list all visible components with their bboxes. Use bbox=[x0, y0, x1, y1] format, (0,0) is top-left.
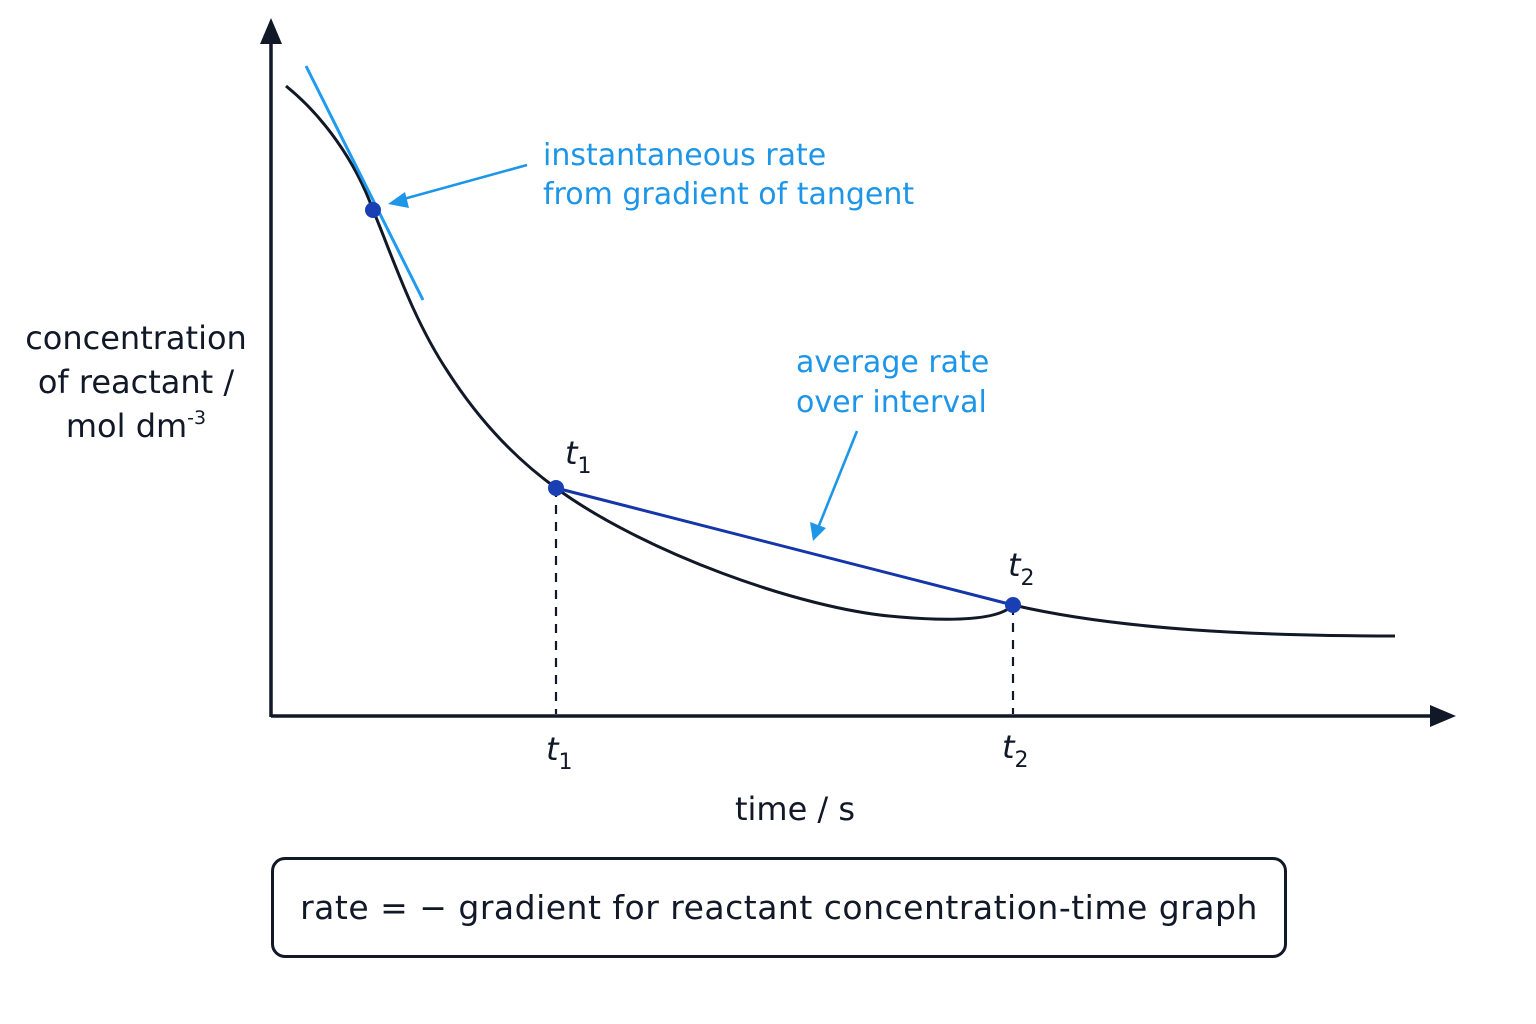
y-axis-label-line3: mol dm-3 bbox=[14, 404, 258, 448]
y-axis-label-line1: concentration bbox=[25, 319, 247, 357]
formula-box: rate = − gradient for reactant concentra… bbox=[271, 857, 1287, 958]
y-axis-unit-exponent: -3 bbox=[187, 407, 207, 429]
tangent-annotation-line1: instantaneous rate bbox=[543, 138, 826, 173]
t1-tick-label: t1 bbox=[546, 730, 573, 775]
x-axis-label: time / s bbox=[735, 790, 855, 828]
y-axis-arrowhead bbox=[260, 18, 282, 44]
formula-text: rate = − gradient for reactant concentra… bbox=[300, 888, 1258, 927]
y-axis-label-line2: of reactant / bbox=[37, 363, 235, 401]
tangent-arrow-shaft bbox=[399, 163, 528, 202]
tangent-point bbox=[365, 202, 381, 218]
t2-point-label: t2 bbox=[1008, 546, 1035, 591]
secant-arrow-shaft bbox=[816, 430, 859, 529]
t1-point-label: t1 bbox=[565, 434, 592, 479]
y-axis-label: concentration of reactant / mol dm-3 bbox=[14, 316, 258, 448]
t1-point bbox=[548, 480, 564, 496]
t2-tick-label: t2 bbox=[1002, 728, 1029, 773]
secant-arrowhead bbox=[810, 522, 826, 541]
y-axis-unit: mol dm bbox=[65, 407, 188, 445]
secant-line bbox=[555, 486, 1014, 607]
x-axis-arrowhead bbox=[1430, 705, 1456, 727]
tangent-arrowhead bbox=[388, 192, 409, 208]
tangent-line bbox=[304, 65, 425, 301]
concentration-curve bbox=[285, 84, 1396, 638]
secant-annotation-line1: average rate bbox=[796, 345, 989, 380]
tangent-annotation-line2: from gradient of tangent bbox=[543, 177, 914, 212]
t2-point bbox=[1005, 597, 1021, 613]
secant-annotation-line2: over interval bbox=[796, 385, 987, 420]
